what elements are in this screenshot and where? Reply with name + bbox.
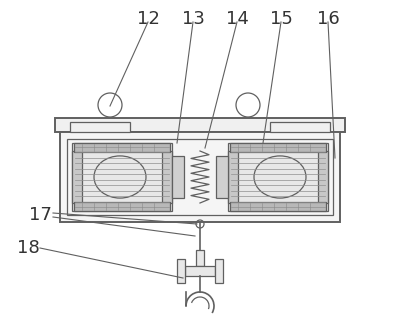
Bar xyxy=(70,122,130,132)
Text: 17: 17 xyxy=(28,206,52,224)
Text: 14: 14 xyxy=(226,10,248,28)
Bar xyxy=(162,151,172,203)
Bar xyxy=(55,118,345,132)
Bar xyxy=(230,202,326,211)
Text: 15: 15 xyxy=(270,10,292,28)
Bar xyxy=(230,143,326,152)
Bar xyxy=(228,151,238,203)
Text: 18: 18 xyxy=(17,239,39,257)
Bar xyxy=(177,259,185,283)
Bar xyxy=(216,156,228,198)
Bar xyxy=(172,156,184,198)
Bar xyxy=(185,266,215,276)
Bar xyxy=(196,250,204,266)
Text: 12: 12 xyxy=(136,10,160,28)
Bar xyxy=(215,259,223,283)
Text: 16: 16 xyxy=(317,10,339,28)
Bar xyxy=(60,132,340,222)
Bar xyxy=(72,143,172,211)
Bar xyxy=(72,151,82,203)
Bar xyxy=(270,122,330,132)
Bar xyxy=(74,143,170,152)
Bar xyxy=(74,202,170,211)
Bar xyxy=(318,151,328,203)
Bar xyxy=(67,139,333,215)
Text: 13: 13 xyxy=(182,10,204,28)
Bar xyxy=(228,143,328,211)
